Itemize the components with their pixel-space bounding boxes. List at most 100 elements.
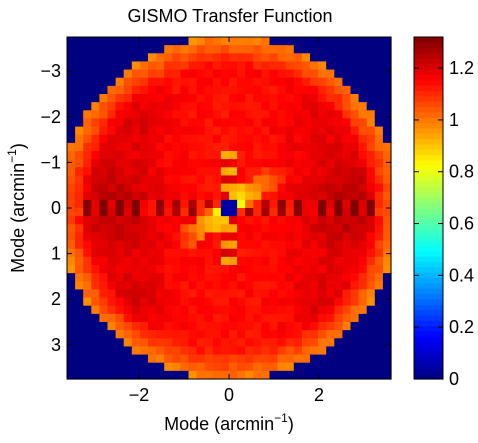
heatmap-cell xyxy=(180,110,190,120)
heatmap-cell xyxy=(196,248,206,258)
heatmap-cell xyxy=(350,199,360,209)
heatmap-cell xyxy=(67,134,76,144)
heatmap-cell xyxy=(285,273,295,282)
heatmap-cell xyxy=(115,330,125,339)
heatmap-cell xyxy=(382,53,392,63)
heatmap-cell xyxy=(245,256,254,266)
heatmap-cell xyxy=(139,224,149,234)
heatmap-cell xyxy=(131,305,141,315)
heatmap-cell xyxy=(358,53,368,63)
heatmap-cell xyxy=(285,265,295,274)
heatmap-cell xyxy=(156,69,165,79)
heatmap-cell xyxy=(293,199,303,209)
heatmap-cell xyxy=(301,94,311,103)
heatmap-cell xyxy=(334,126,343,136)
heatmap-cell xyxy=(229,330,238,339)
heatmap-cell xyxy=(334,346,343,356)
heatmap-cell xyxy=(204,208,214,217)
heatmap-cell xyxy=(261,256,271,266)
heatmap-cell xyxy=(301,134,311,144)
heatmap-cell xyxy=(180,151,190,160)
heatmap-cell xyxy=(318,354,327,364)
heatmap-cell xyxy=(334,151,343,160)
heatmap-cell xyxy=(164,313,173,323)
heatmap-cell xyxy=(172,208,181,217)
heatmap-cell xyxy=(164,45,173,54)
heatmap-cell xyxy=(293,273,303,282)
heatmap-cell xyxy=(285,199,295,209)
heatmap-cell xyxy=(285,102,295,111)
heatmap-cell xyxy=(148,216,157,225)
heatmap-cell xyxy=(318,134,327,144)
heatmap-cell xyxy=(350,102,360,111)
heatmap-cell xyxy=(277,134,287,144)
heatmap-cell xyxy=(164,53,173,63)
heatmap-cell xyxy=(245,167,254,177)
heatmap-cell xyxy=(269,346,279,356)
heatmap-cell xyxy=(374,167,384,177)
heatmap-cell xyxy=(164,175,173,185)
colorbar-step xyxy=(414,165,443,172)
heatmap-cell xyxy=(229,142,238,152)
heatmap-cell xyxy=(67,199,76,209)
colorbar-step xyxy=(414,154,443,161)
heatmap-cell xyxy=(91,273,100,282)
heatmap-cell xyxy=(172,199,181,209)
heatmap-cell xyxy=(83,354,92,364)
heatmap-cell xyxy=(220,159,230,168)
heatmap-cell xyxy=(67,183,76,193)
colorbar-gradient xyxy=(414,37,443,380)
heatmap-cell xyxy=(358,224,368,234)
heatmap-cell xyxy=(139,110,149,120)
colorbar-step xyxy=(414,250,443,257)
heatmap-cell xyxy=(310,313,319,323)
heatmap-cell xyxy=(180,126,190,136)
heatmap-cell xyxy=(107,330,117,339)
heatmap-cell xyxy=(350,142,360,152)
heatmap-cell xyxy=(148,346,157,356)
heatmap-cell xyxy=(220,224,230,234)
heatmap-cell xyxy=(245,134,254,144)
colorbar-step xyxy=(414,282,443,289)
heatmap-cell xyxy=(277,297,287,307)
heatmap-cell xyxy=(131,265,141,274)
heatmap-cell xyxy=(212,354,222,364)
heatmap-cell xyxy=(237,45,246,54)
heatmap-cell xyxy=(326,265,335,274)
heatmap-cell xyxy=(139,175,149,185)
heatmap-cell xyxy=(180,77,190,87)
heatmap-cell xyxy=(350,37,360,46)
heatmap-cell xyxy=(75,330,84,339)
heatmap-cell xyxy=(107,297,117,307)
heatmap-cell xyxy=(75,281,84,291)
heatmap-cell xyxy=(75,102,84,111)
heatmap-cell xyxy=(139,330,149,339)
heatmap-cell xyxy=(212,370,222,380)
heatmap-cell xyxy=(220,102,230,111)
heatmap-cell xyxy=(220,142,230,152)
heatmap-cell xyxy=(115,232,125,242)
heatmap-cell xyxy=(245,142,254,152)
heatmap-cell xyxy=(366,281,376,291)
heatmap-cell xyxy=(253,37,262,46)
colorbar-step xyxy=(414,314,443,321)
heatmap-cell xyxy=(366,248,376,258)
heatmap-cell xyxy=(334,61,343,71)
heatmap-cell xyxy=(253,175,262,185)
heatmap-cell xyxy=(253,118,262,128)
heatmap-cell xyxy=(293,208,303,217)
heatmap-cell xyxy=(293,45,303,54)
heatmap-cell xyxy=(261,216,271,225)
heatmap-cell xyxy=(350,69,360,79)
heatmap-cell xyxy=(253,45,262,54)
heatmap-cell xyxy=(382,362,392,372)
heatmap-cell xyxy=(139,142,149,152)
heatmap-cell xyxy=(107,77,117,87)
heatmap-cell xyxy=(156,126,165,136)
heatmap-cell xyxy=(326,134,335,144)
heatmap-cell xyxy=(196,53,206,63)
heatmap-cell xyxy=(237,151,246,160)
heatmap-cell xyxy=(131,191,141,201)
heatmap-cell xyxy=(91,159,100,168)
heatmap-cell xyxy=(67,94,76,103)
